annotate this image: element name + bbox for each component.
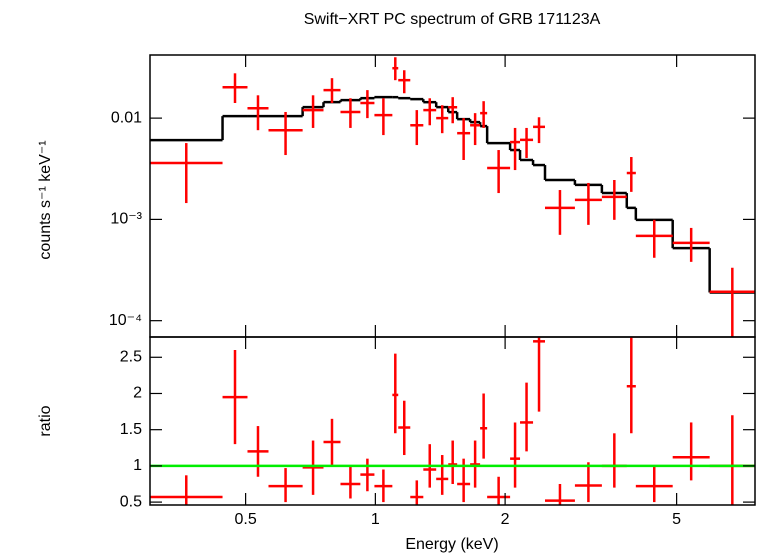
y-tick-label: 0.01	[111, 109, 142, 126]
y-tick-label: 10⁻³	[110, 211, 142, 228]
y-tick-label: 1.5	[120, 421, 142, 438]
x-axis-label: Energy (keV)	[405, 536, 498, 553]
x-tick-label: 0.5	[234, 511, 256, 528]
y-axis-label: counts s⁻¹ keV⁻¹	[37, 140, 54, 259]
chart-title: Swift−XRT PC spectrum of GRB 171123A	[304, 11, 601, 28]
plot-area	[150, 57, 755, 337]
y-tick-label: 0.5	[120, 493, 142, 510]
y-tick-label: 2	[133, 385, 142, 402]
x-tick-label: 5	[672, 511, 681, 528]
panel-frame	[149, 336, 756, 506]
y-tick-label: 1	[133, 457, 142, 474]
y-axis-label: ratio	[37, 405, 54, 436]
x-tick-label: 1	[371, 511, 380, 528]
y-tick-label: 10⁻⁴	[109, 312, 142, 329]
x-tick-label: 2	[501, 511, 510, 528]
plot-area	[150, 337, 755, 505]
y-tick-label: 2.5	[120, 348, 142, 365]
